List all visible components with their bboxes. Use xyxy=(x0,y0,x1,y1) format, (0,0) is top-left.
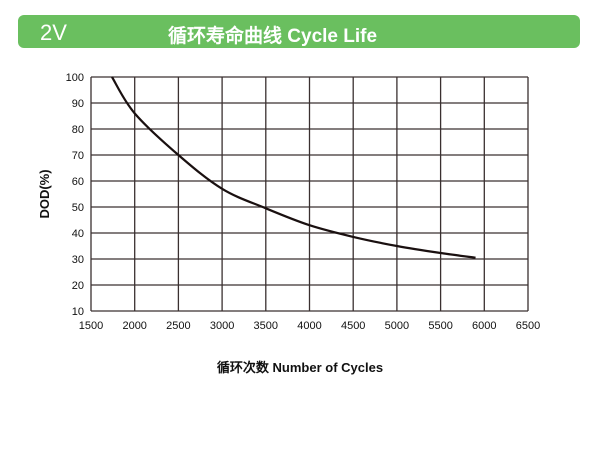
y-tick-label: 50 xyxy=(72,202,84,214)
y-tick-label: 100 xyxy=(66,72,84,84)
y-tick-label: 80 xyxy=(72,124,84,136)
dod-curve xyxy=(111,76,476,259)
x-tick-label: 1500 xyxy=(79,320,103,332)
x-tick-label: 2000 xyxy=(122,320,146,332)
x-tick-label: 5500 xyxy=(428,320,452,332)
x-tick-label: 5000 xyxy=(385,320,409,332)
x-axis-label: 循环次数 Number of Cycles xyxy=(216,360,384,375)
x-tick-label: 3500 xyxy=(254,320,278,332)
y-tick-label: 10 xyxy=(72,306,84,318)
y-tick-label: 40 xyxy=(72,228,84,240)
x-tick-label: 6000 xyxy=(472,320,496,332)
x-tick-label: 2500 xyxy=(166,320,190,332)
voltage-label: 2V xyxy=(40,20,67,45)
y-tick-label: 60 xyxy=(72,176,84,188)
y-tick-label: 70 xyxy=(72,150,84,162)
header-banner xyxy=(18,15,580,48)
y-tick-label: 20 xyxy=(72,280,84,292)
x-tick-label: 6500 xyxy=(516,320,540,332)
y-axis-label: DOD(%) xyxy=(37,169,52,218)
chart-title: 循环寿命曲线 Cycle Life xyxy=(168,26,378,47)
y-tick-label: 30 xyxy=(72,254,84,266)
x-tick-label: 3000 xyxy=(210,320,234,332)
x-tick-label: 4000 xyxy=(297,320,321,332)
x-tick-label: 4500 xyxy=(341,320,365,332)
y-tick-label: 90 xyxy=(72,98,84,110)
